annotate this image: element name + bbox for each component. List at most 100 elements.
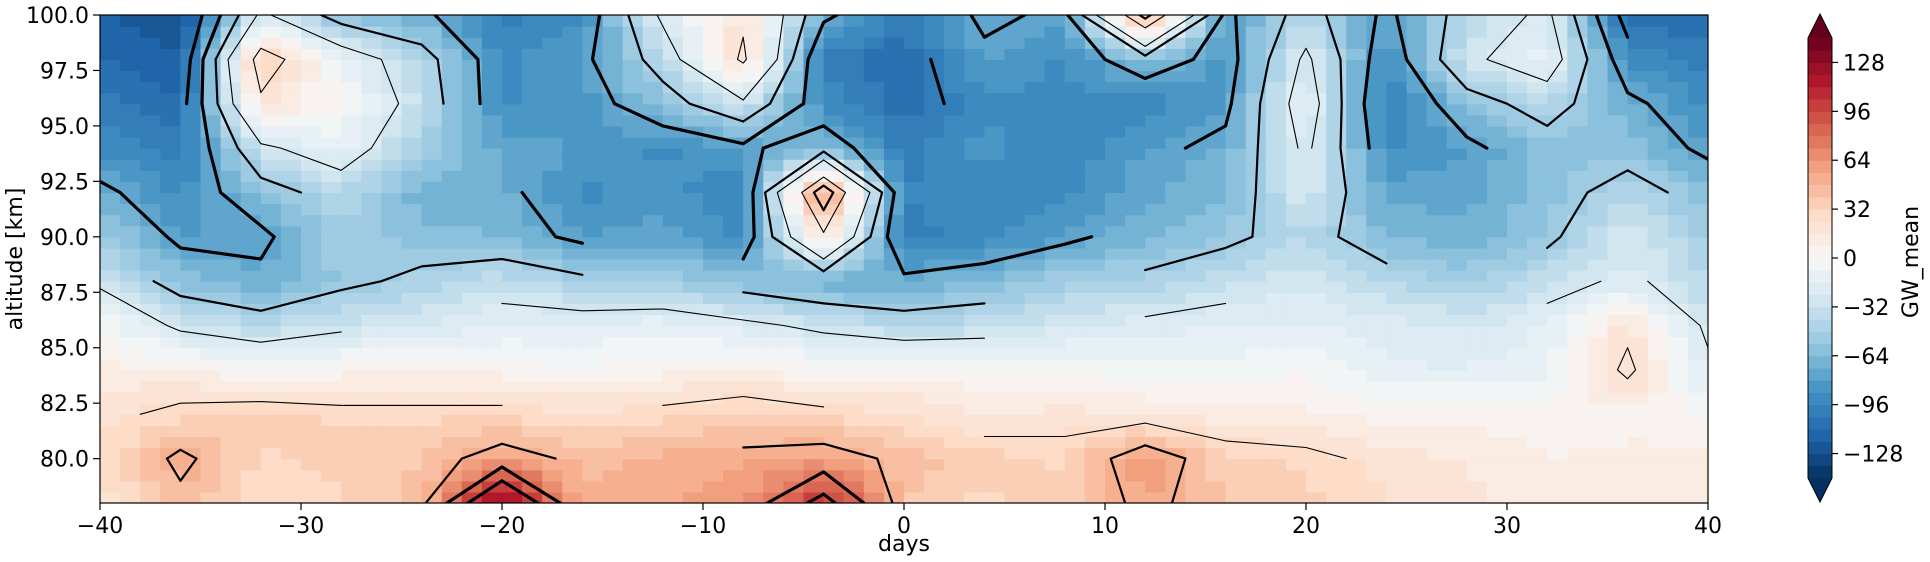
heatmap-cell [381,225,403,238]
heatmap-cell [1225,325,1247,338]
heatmap-cell [1064,214,1086,227]
heatmap-cell [120,92,141,105]
y-tick-label: 95.0 [40,115,89,140]
heatmap-cell [1024,436,1046,449]
heatmap-cell [743,92,764,105]
heatmap-cell [1667,247,1689,260]
heatmap-cell [240,37,262,49]
heatmap-cell [1285,26,1307,38]
heatmap-cell [1185,347,1207,360]
heatmap-cell [341,358,362,371]
heatmap-cell [401,159,423,171]
heatmap-cell [823,292,845,304]
heatmap-cell [863,247,885,260]
heatmap-cell [180,480,202,493]
heatmap-cell [924,392,945,404]
heatmap-cell [1627,369,1649,382]
heatmap-cell [944,369,965,382]
heatmap-cell [883,170,905,182]
heatmap-cell [1185,214,1207,227]
heatmap-cell [542,192,563,205]
heatmap-cell [280,381,302,393]
heatmap-cell [441,114,463,127]
heatmap-cell [1587,270,1609,282]
heatmap-cell [1185,270,1207,282]
heatmap-cell [1084,236,1106,249]
heatmap-cell [1687,192,1708,205]
heatmap-cell [1507,336,1528,349]
heatmap-cell [763,203,784,216]
heatmap-cell [1647,148,1669,160]
heatmap-cell [924,458,945,471]
heatmap-cell [1225,48,1247,60]
heatmap-cell [522,491,543,503]
heatmap-cell [522,192,543,205]
heatmap-cell [582,392,604,404]
heatmap-cell [180,181,202,194]
heatmap-cell [1547,15,1568,27]
heatmap-cell [843,358,865,371]
heatmap-cell [823,192,845,205]
heatmap-cell [401,59,423,72]
heatmap-cell [1627,59,1649,72]
heatmap-cell [984,37,1006,49]
heatmap-cell [1326,81,1347,94]
heatmap-cell [140,15,161,27]
heatmap-cell [1446,70,1468,83]
heatmap-cell [502,259,523,271]
heatmap-cell [301,59,322,72]
heatmap-cell [1587,37,1609,49]
heatmap-cell [984,159,1006,171]
heatmap-cell [240,59,262,72]
heatmap-cell [562,303,583,316]
heatmap-cell [1386,358,1408,371]
heatmap-cell [1587,491,1609,503]
heatmap-cell [662,181,684,194]
heatmap-cell [1406,292,1428,304]
heatmap-cell [401,259,423,271]
heatmap-cell [341,181,362,194]
heatmap-cell [1527,469,1548,482]
heatmap-cell [1004,81,1026,94]
heatmap-cell [1667,369,1689,382]
heatmap-cell [421,236,443,249]
heatmap-cell [1547,203,1568,216]
heatmap-cell [743,159,764,171]
heatmap-cell [1145,347,1166,360]
heatmap-cell [622,491,644,503]
heatmap-cell [783,214,805,227]
colorbar-tick-label: −96 [1843,394,1889,419]
heatmap-cell [421,270,443,282]
heatmap-cell [421,458,443,471]
heatmap-cell [1125,225,1146,238]
heatmap-cell [1567,436,1588,449]
heatmap-cell [1004,148,1026,160]
heatmap-cell [502,292,523,304]
heatmap-cell [341,159,362,171]
heatmap-cell [301,181,322,194]
heatmap-cell [723,125,744,138]
heatmap-cell [562,436,583,449]
heatmap-cell [662,381,684,393]
heatmap-cell [703,436,724,449]
heatmap-cell [562,491,583,503]
heatmap-cell [341,403,362,415]
heatmap-cell [863,159,885,171]
heatmap-cell [1064,48,1086,60]
heatmap-cell [502,447,523,460]
heatmap-cell [441,447,463,460]
heatmap-cell [100,137,121,149]
heatmap-cell [1245,403,1267,415]
heatmap-cell [1647,458,1669,471]
heatmap-cell [743,436,764,449]
heatmap-cell [260,59,282,72]
contour-line [185,15,1630,106]
heatmap-cell [1145,125,1166,138]
heatmap-cell [1627,15,1649,27]
heatmap-cell [602,247,624,260]
heatmap-cell [1145,381,1166,393]
heatmap-cell [783,491,805,503]
heatmap-cell [723,247,744,260]
colorbar-segment [1808,429,1832,442]
heatmap-cell [1366,458,1387,471]
